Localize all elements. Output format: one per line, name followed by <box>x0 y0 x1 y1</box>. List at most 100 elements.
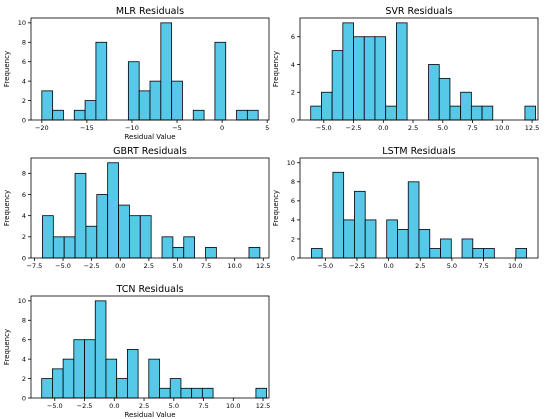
axes-frame <box>30 295 270 399</box>
x-tick-label: −15 <box>80 124 94 132</box>
histogram-bar <box>41 90 54 121</box>
x-tick-label: 10.0 <box>227 262 241 270</box>
x-tick-label: −5.0 <box>55 262 71 270</box>
x-tick-label: −2.5 <box>84 262 100 270</box>
histogram-bar <box>205 247 217 259</box>
histogram-bar <box>52 236 65 259</box>
histogram-bar <box>481 105 494 121</box>
y-axis-label: Frequency <box>3 329 11 365</box>
histogram-bar <box>183 236 196 259</box>
x-tick-label: −2.5 <box>349 262 365 270</box>
histogram-bar <box>85 225 98 259</box>
x-tick-label: 0.0 <box>115 262 125 270</box>
y-tick-label: 10 <box>18 19 26 27</box>
y-tick-label: 0 <box>291 116 295 124</box>
histogram-bar <box>386 219 398 259</box>
y-tick-label: 0 <box>22 394 26 402</box>
histogram-bar <box>310 105 322 121</box>
histogram-bar <box>429 248 441 259</box>
histogram-panel-1: −20 −15 −10 −5 0 5 0 2 4 6 8 10 MLR Residuals Residua… <box>3 6 270 141</box>
histogram-panel-2: −5.0 −2.5 0.0 2.5 5.0 7.5 10.0 12.5 0 2 4 6 SVR Resi… <box>272 6 539 132</box>
x-tick-label: 2.5 <box>139 402 149 410</box>
y-tick-label: 4 <box>22 212 26 220</box>
y-tick-label: 6 <box>22 191 26 199</box>
x-axis-label: Residual Value <box>124 411 175 419</box>
histogram-bar <box>483 248 495 259</box>
y-tick-label: 6 <box>291 33 295 41</box>
x-tick-label: 12.5 <box>256 262 270 270</box>
histogram-bar <box>374 36 387 121</box>
x-tick-label: 5 <box>265 124 269 132</box>
y-tick-label: 4 <box>22 355 26 363</box>
histogram-bar <box>172 247 185 259</box>
x-tick-label: 10.0 <box>495 124 509 132</box>
x-tick-label: 7.5 <box>201 262 211 270</box>
y-tick-label: 2 <box>22 233 26 241</box>
y-tick-label: 6 <box>291 197 295 205</box>
histogram-bar <box>128 215 141 259</box>
x-tick-label: −7.5 <box>27 262 43 270</box>
y-tick-label: 2 <box>22 375 26 383</box>
x-tick-label: −5 <box>172 124 182 132</box>
histogram-panel-3: −7.5 −5.0 −2.5 0.0 2.5 5.0 7.5 10.0 12.5 0 2 4 6 8 GBR… <box>3 146 271 270</box>
histogram-bar <box>171 80 183 121</box>
y-tick-label: 4 <box>291 61 295 69</box>
x-tick-label: 7.5 <box>198 402 208 410</box>
y-tick-label: 8 <box>22 39 26 47</box>
x-tick-label: −20 <box>35 124 49 132</box>
y-axis-label: Frequency <box>3 51 11 87</box>
x-tick-label: 10.0 <box>508 262 522 270</box>
y-axis-label: Frequency <box>272 190 280 226</box>
histogram-bar <box>363 36 376 121</box>
x-tick-label: 12.5 <box>256 402 270 410</box>
histogram-bar <box>192 109 205 121</box>
histogram-bar <box>321 91 333 121</box>
histogram-bar <box>310 248 323 259</box>
histogram-bar <box>94 300 107 399</box>
histogram-bar <box>515 248 528 259</box>
y-tick-label: 6 <box>22 58 26 66</box>
histogram-bar <box>246 109 259 121</box>
panel-title: TCN Residuals <box>115 284 183 295</box>
histogram-bar <box>107 162 119 259</box>
x-tick-label: 0.0 <box>378 124 388 132</box>
x-tick-label: 5.0 <box>169 402 179 410</box>
y-tick-label: 0 <box>291 254 295 262</box>
histogram-bar <box>524 105 537 121</box>
histogram-bar <box>116 378 128 399</box>
x-tick-label: 5.0 <box>447 262 457 270</box>
histogram-bar <box>395 22 408 121</box>
histogram-bar <box>201 387 214 399</box>
histogram-bar <box>84 100 97 121</box>
y-tick-label: 8 <box>291 178 295 186</box>
histogram-bar <box>127 61 140 121</box>
y-tick-label: 2 <box>291 89 295 97</box>
histogram-bar <box>407 181 420 259</box>
histogram-bar <box>169 378 182 399</box>
histogram-bar <box>472 248 484 259</box>
x-tick-label: 10.0 <box>226 402 240 410</box>
panel-title: GBRT Residuals <box>113 146 187 157</box>
histogram-bar <box>41 378 53 399</box>
y-tick-label: 10 <box>287 159 295 167</box>
x-tick-label: 0.0 <box>109 402 119 410</box>
histogram-bar <box>161 236 174 259</box>
x-tick-label: 0.0 <box>383 262 393 270</box>
histogram-bar <box>428 64 440 121</box>
histogram-bar <box>139 215 152 259</box>
histogram-bar <box>74 172 87 259</box>
histogram-bar <box>180 387 193 399</box>
histogram-bar <box>343 219 355 259</box>
histogram-bar <box>460 91 472 121</box>
y-axis-label: Frequency <box>272 51 280 87</box>
y-tick-label: 2 <box>22 97 26 105</box>
axes-frame <box>299 157 539 259</box>
histogram-bar <box>385 105 397 121</box>
x-tick-label: −2.5 <box>77 402 93 410</box>
histogram-bar <box>440 238 452 259</box>
histogram-bar <box>461 238 474 259</box>
histogram-bar <box>364 219 377 259</box>
x-tick-label: −5.0 <box>317 262 333 270</box>
histogram-bar <box>470 105 483 121</box>
y-axis-label: Frequency <box>3 190 11 226</box>
